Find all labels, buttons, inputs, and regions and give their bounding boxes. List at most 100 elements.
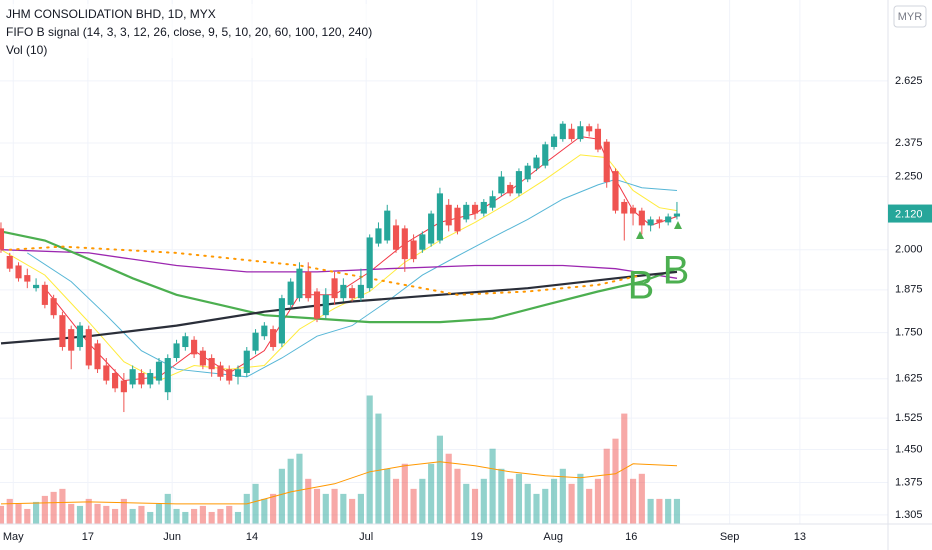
candle-body: [410, 240, 417, 260]
signal-marker: [636, 231, 644, 239]
candle-body: [656, 219, 663, 223]
candle-body: [629, 207, 637, 214]
candle-body: [313, 291, 321, 319]
volume-ma: [0, 461, 678, 505]
signal-label: B: [663, 249, 690, 293]
x-tick-label: 19: [471, 531, 483, 543]
candle-body: [41, 284, 48, 305]
candle-body: [199, 350, 206, 366]
volume-bar: [59, 488, 66, 524]
volume-bar: [542, 488, 549, 524]
candle-body: [673, 213, 681, 217]
candle-body: [15, 265, 22, 279]
volume-bar: [120, 498, 127, 524]
volume-bar: [243, 493, 250, 524]
volume-bar: [155, 503, 163, 524]
volume-bar: [480, 478, 487, 524]
candle-body: [357, 284, 364, 299]
candle-body: [103, 365, 110, 381]
axes: 2.625 2.375 2.250 2.000 1.875 1.750 1.625 1.525…: [3, 75, 932, 543]
candle-body: [270, 329, 277, 348]
volume-bar: [199, 505, 206, 524]
volume-bar: [322, 493, 329, 524]
volume-bar: [419, 478, 426, 524]
last-price-badge: [888, 204, 932, 223]
volume-bar: [638, 473, 645, 524]
volume-bar: [164, 493, 171, 524]
y-tick-label: 1.625: [895, 373, 923, 385]
volume-bar: [498, 468, 505, 524]
candle-body: [498, 176, 505, 194]
volume-bar: [15, 503, 22, 524]
volume-bar: [76, 505, 84, 524]
volume-bar: [94, 503, 101, 524]
volume-bar: [489, 448, 496, 524]
last-price-label: 2.120: [895, 208, 923, 220]
candle-body: [322, 294, 329, 316]
indicator-line: [27, 178, 678, 378]
volume-bar: [375, 413, 382, 524]
volume-bar: [50, 491, 57, 524]
candle-body: [384, 210, 391, 241]
volume-bar: [340, 493, 347, 524]
volume-bar: [577, 473, 584, 524]
volume-bar: [559, 468, 566, 524]
volume-bar: [533, 493, 540, 524]
x-tick-label: 17: [82, 531, 94, 543]
volume-bar: [270, 493, 277, 524]
x-tick-label: Jun: [163, 531, 181, 543]
volume-bar: [357, 493, 364, 524]
candle-body: [375, 228, 382, 244]
candle-body: [515, 171, 523, 194]
y-tick-label: 1.525: [895, 412, 923, 424]
candle-body: [120, 380, 127, 393]
indicator-legend: FIFO B signal (14, 3, 3, 12, 26, close, …: [6, 25, 372, 39]
candle-body: [489, 196, 496, 208]
volume-bar: [349, 498, 356, 524]
volume-bar: [261, 498, 268, 524]
candle-body: [331, 278, 338, 299]
volume-bar: [401, 463, 408, 524]
candle-body: [594, 128, 602, 150]
volume-bar: [436, 435, 443, 524]
candle-body: [129, 369, 136, 385]
candle-body: [112, 372, 119, 389]
candle-body: [550, 136, 558, 147]
candle-body: [533, 157, 540, 169]
candle-body: [436, 193, 443, 241]
volume-bar: [673, 498, 681, 524]
volume-bar: [252, 483, 259, 524]
x-tick-label: 16: [625, 531, 637, 543]
candle-body: [471, 204, 479, 214]
y-tick-label: 2.000: [895, 244, 923, 256]
candle-body: [445, 204, 452, 226]
x-tick-label: Jul: [359, 531, 373, 543]
candle-body: [428, 213, 435, 244]
candle-body: [226, 369, 233, 381]
candle-body: [621, 201, 628, 214]
volume-bar: [103, 505, 110, 524]
candle-body: [24, 275, 31, 282]
candle-body: [243, 350, 250, 373]
currency-label[interactable]: MYR: [898, 11, 923, 23]
candle-body: [278, 298, 285, 344]
candle-body: [191, 339, 198, 355]
candle-body: [559, 123, 566, 140]
candle-body: [577, 126, 584, 140]
candle-body: [234, 369, 242, 377]
volume-pane: [0, 395, 681, 524]
volume-bar: [392, 478, 400, 524]
candle-body: [138, 372, 145, 385]
currency-badge[interactable]: [893, 5, 927, 28]
volume-bar: [6, 498, 13, 524]
volume-bar: [445, 453, 452, 524]
candle-body: [340, 284, 347, 299]
candle-body: [68, 329, 75, 351]
volume-bar: [24, 508, 31, 524]
volume-bar: [656, 498, 663, 524]
candle-body: [217, 365, 224, 377]
volume-bar: [0, 505, 5, 524]
candle-body: [261, 325, 268, 337]
